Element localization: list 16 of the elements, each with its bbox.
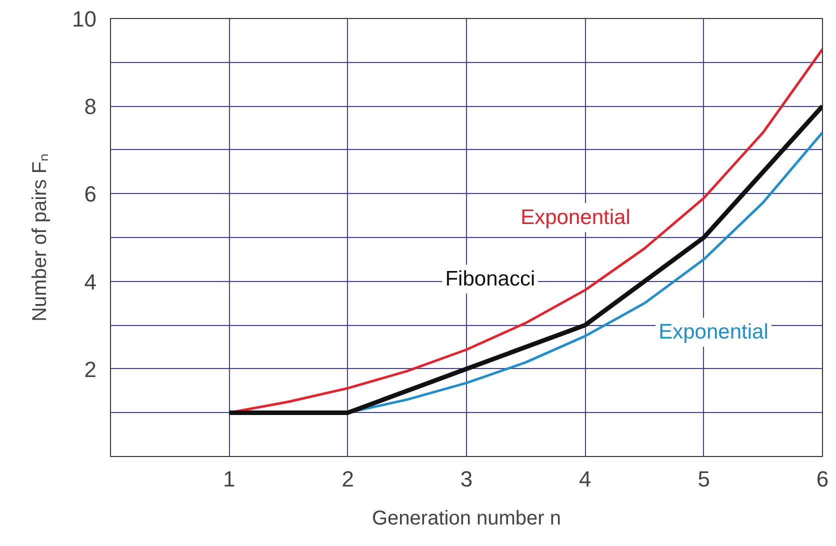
x-axis-title: Generation number n [372,508,562,530]
text: Fibonacci [445,268,536,291]
y-tick-label: 8 [84,94,97,120]
y-tick-label: 10 [72,6,97,32]
x-tick-label: 5 [698,466,710,492]
y-tick-label: 2 [84,356,97,382]
x-tick-label: 1 [223,466,236,492]
x-tick-label: 6 [816,466,829,492]
x-tick-label: 2 [342,466,354,492]
series-label: Exponential [658,320,768,344]
y-tick-label: 4 [84,269,97,294]
x-tick-label: 4 [579,466,592,492]
x-tick-label: 3 [460,466,473,492]
y-tick-label: 6 [84,182,97,207]
y-axis-title: Number of pairs Fₙ [29,153,52,322]
series-label: Exponential [520,206,630,229]
